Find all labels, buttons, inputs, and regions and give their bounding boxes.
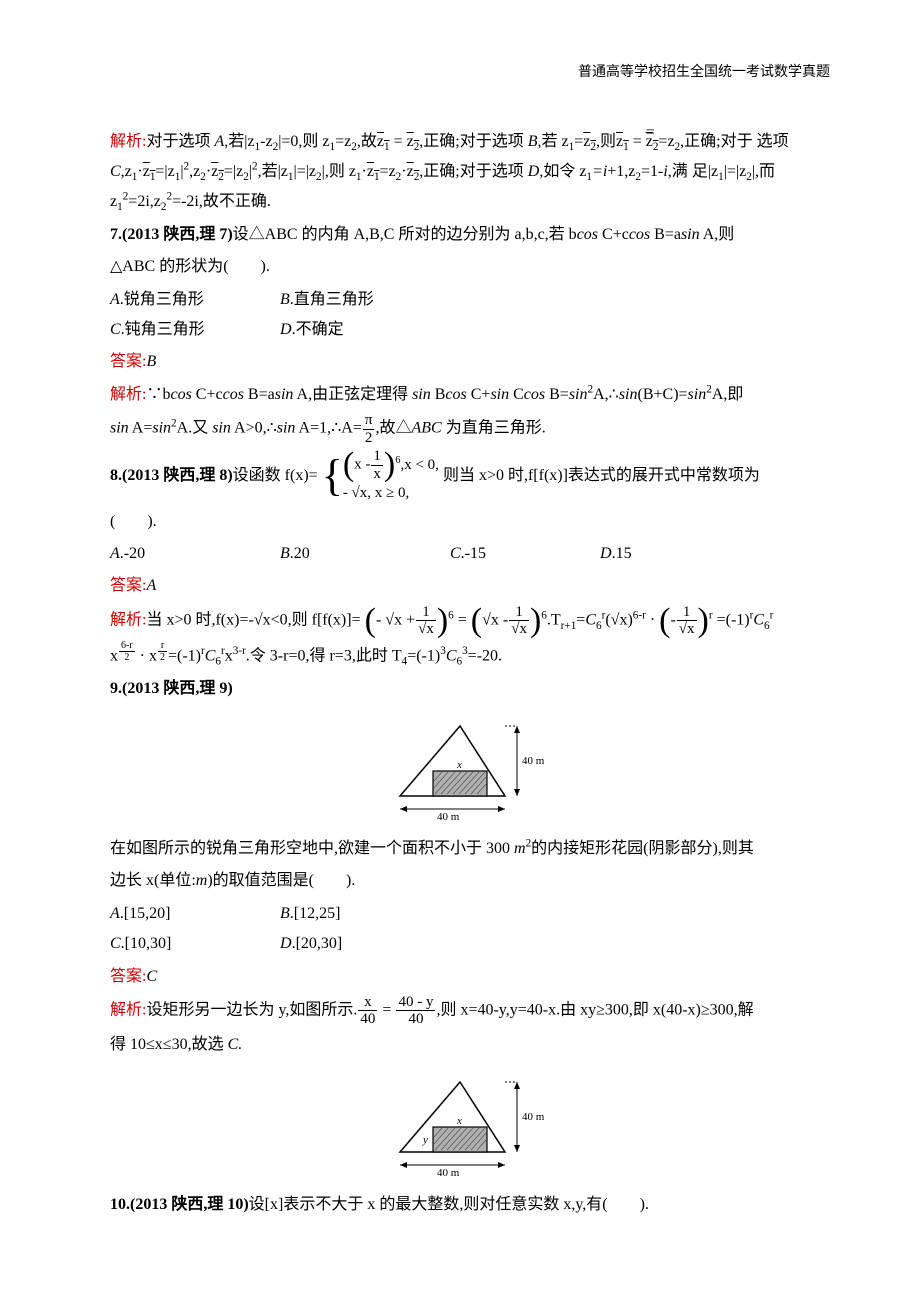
q10-tag: 10.(2013 陕西,理 10) — [110, 1196, 249, 1213]
q7-stem-2: △ABC 的形状为( ). — [110, 252, 830, 282]
q7-options-2: C.钝角三角形 D.不确定 — [110, 315, 830, 345]
fig-h-label: 40 m — [522, 755, 545, 767]
q10-stem: 10.(2013 陕西,理 10)设[x]表示不大于 x 的最大整数,则对任意实… — [110, 1190, 830, 1220]
q8-stem: 8.(2013 陕西,理 8)设函数 f(x)= { (x -1x)6,x < … — [110, 448, 830, 505]
q9-options: A.[15,20] B.[12,25] — [110, 899, 830, 929]
svg-text:40 m: 40 m — [437, 1167, 460, 1179]
q7-explanation-2: sin A=sin2A.又 sin A>0,∴sin A=1,∴A=π2,故△A… — [110, 412, 830, 446]
fig-y-label: y — [422, 1134, 428, 1146]
q7-opt-c: C.钝角三角形 — [110, 315, 280, 345]
q9-figure-2: x y 40 m 40 m — [110, 1070, 830, 1180]
q8-options: A.-20 B.20 C.-15 D.15 — [110, 539, 830, 569]
q7-explanation: 解析:∵bcos C+ccos B=asin A,由正弦定理得 sin Bcos… — [110, 380, 830, 410]
q7-opt-a: AA.锐角三角形.锐角三角形 — [110, 285, 280, 315]
q9-opt-d: D.[20,30] — [280, 929, 450, 959]
q8-opt-b: B.20 — [280, 539, 450, 569]
q9-figure-1: x 40 m 40 m — [110, 714, 830, 824]
q8-stem-2: ( ). — [110, 507, 830, 537]
triangle-diagram-1-icon: x 40 m 40 m — [385, 714, 555, 824]
q9-stem-2: 边长 x(单位:m)的取值范围是( ). — [110, 866, 830, 896]
q7-options: AA.锐角三角形.锐角三角形 B.直角三角形 — [110, 285, 830, 315]
svg-text:x: x — [456, 1115, 462, 1127]
q9-tag-line: 9.(2013 陕西,理 9) — [110, 674, 830, 704]
q9-opt-a: A.[15,20] — [110, 899, 280, 929]
q7-stem: 7.(2013 陕西,理 7)设△ABC 的内角 A,B,C 所对的边分别为 a… — [110, 220, 830, 250]
fig-w-label: 40 m — [437, 811, 460, 823]
q8-opt-a: A.-20 — [110, 539, 280, 569]
q7-opt-d: D.不确定 — [280, 315, 450, 345]
q9-tag: 9.(2013 陕西,理 9) — [110, 680, 233, 697]
svg-text:40 m: 40 m — [522, 1111, 545, 1123]
q8-explanation-2: x6-r2 · xr2=(-1)rC6rx3-r.令 3-r=0,得 r=3,此… — [110, 640, 830, 672]
q9-opt-b: B.[12,25] — [280, 899, 450, 929]
q8-explanation: 解析:当 x>0 时,f(x)=-√x<0,则 f[f(x)]= ( - √x … — [110, 604, 830, 638]
q9-explanation-2: 得 10≤x≤30,故选 C. — [110, 1030, 830, 1060]
q7-answer: 答案:B — [110, 347, 830, 377]
q7-opt-b: B.直角三角形 — [280, 285, 450, 315]
header-text: 普通高等学校招生全国统一考试数学真题 — [578, 65, 830, 80]
q9-stem: 在如图所示的锐角三角形空地中,欲建一个面积不小于 300 m2的内接矩形花园(阴… — [110, 834, 830, 864]
q9-opt-c: C.[10,30] — [110, 929, 280, 959]
q9-explanation: 解析:设矩形另一边长为 y,如图所示.x40 = 40 - y40,则 x=40… — [110, 994, 830, 1028]
q8-tag: 8.(2013 陕西,理 8) — [110, 467, 233, 484]
fig-x-label: x — [456, 759, 462, 771]
label-analysis: 解析: — [110, 133, 146, 150]
q8-opt-d: D.15 — [600, 539, 750, 569]
page-header: 普通高等学校招生全国统一考试数学真题 — [110, 60, 830, 87]
q8-opt-c: C.-15 — [450, 539, 600, 569]
q7-tag: 7.(2013 陕西,理 7) — [110, 226, 233, 243]
q6-explanation: 解析:对于选项 A,若|z1-z2|=0,则 z1=z2,故z1 = z2,正确… — [110, 127, 830, 218]
triangle-diagram-2-icon: x y 40 m 40 m — [385, 1070, 555, 1180]
q8-answer: 答案:A — [110, 571, 830, 601]
q9-answer: 答案:C — [110, 962, 830, 992]
q9-options-2: C.[10,30] D.[20,30] — [110, 929, 830, 959]
